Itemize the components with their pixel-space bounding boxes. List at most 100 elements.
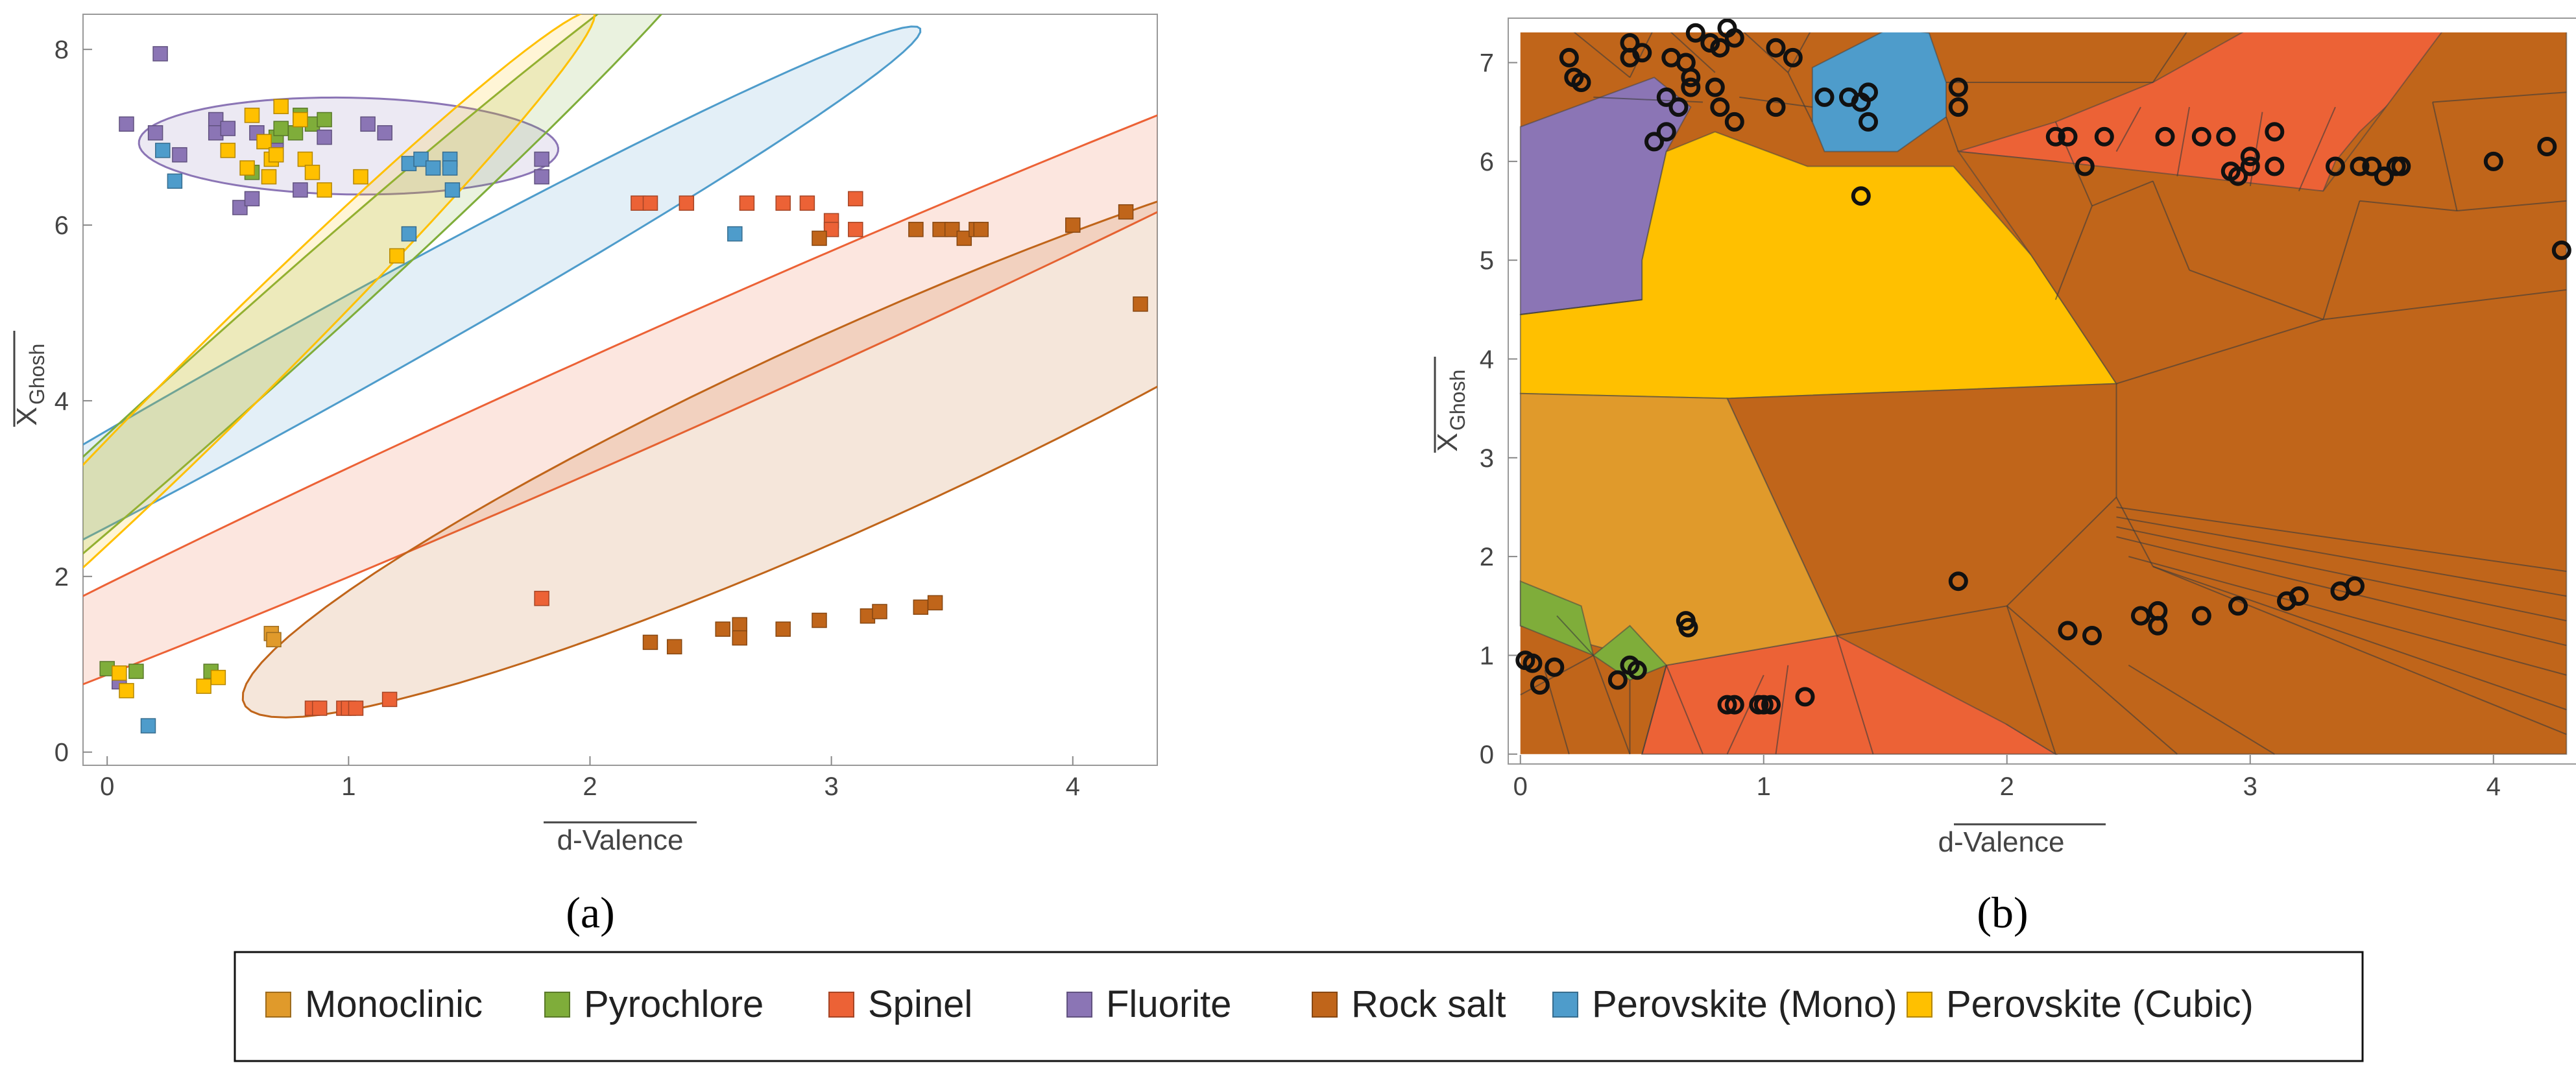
legend-swatch-pyrochlore [544, 992, 570, 1018]
point-monoclinic [266, 632, 282, 648]
point-rocksalt [913, 599, 929, 615]
voronoi-edge [1520, 299, 1643, 315]
b-x-tick-label: 3 [2243, 772, 2257, 801]
point-pcubic [112, 665, 127, 681]
point-rocksalt [927, 595, 943, 611]
point-rocksalt [812, 612, 827, 628]
legend-label-spinel: Spinel [868, 983, 972, 1025]
point-spinel [848, 191, 863, 207]
voronoi-edge [1945, 116, 1959, 152]
legend-item-pcubic: Perovskite (Cubic) [1907, 983, 2254, 1025]
point-pcubic [273, 99, 289, 114]
point-rocksalt [973, 222, 989, 237]
point-pyrochlore [317, 112, 332, 128]
data-point-circle [2265, 156, 2285, 176]
data-point-circle [1627, 660, 1647, 680]
a-y-tick-label: 6 [54, 211, 69, 240]
data-point-circle [1795, 687, 1815, 707]
point-pcubic [293, 112, 308, 128]
point-pcubic [268, 147, 284, 163]
voronoi-edge [2006, 605, 2178, 755]
legend-item-pyrochlore: Pyrochlore [544, 983, 764, 1025]
panel-b-label: (b) [1977, 888, 2028, 937]
point-pcubic [353, 169, 368, 185]
data-point-circle [1676, 53, 1696, 73]
data-point-circle [1783, 47, 1803, 67]
voronoi-edge [2176, 106, 2190, 176]
data-point-circle [1717, 695, 1737, 715]
data-point-circle [2345, 576, 2365, 596]
point-rocksalt [666, 639, 682, 654]
point-fluorite [317, 129, 332, 145]
data-point-circle [2045, 126, 2065, 147]
point-pcubic [196, 678, 211, 694]
point-rocksalt [812, 230, 827, 246]
voronoi-edge [1665, 665, 1703, 755]
point-fluorite [534, 151, 549, 167]
b-y-tick-label: 1 [1480, 641, 1494, 670]
legend-label-rocksalt: Rock salt [1351, 983, 1506, 1025]
data-point-circle [2289, 586, 2309, 606]
panel-b-region-map [1519, 32, 2568, 755]
point-pcubic [256, 134, 272, 150]
legend-swatch-fluorite [1066, 992, 1092, 1018]
data-point-circle [1705, 77, 1725, 97]
ellipse-spinel [83, 114, 1157, 686]
b-y-tick-label: 0 [1480, 741, 1494, 769]
point-spinel [848, 222, 863, 237]
voronoi-edge [2152, 566, 2567, 735]
data-point-circle [2374, 166, 2394, 186]
point-pmono [425, 160, 441, 176]
data-point-circle [1761, 695, 1781, 715]
voronoi-edge [1573, 32, 1631, 78]
point-pyrochlore [287, 125, 304, 141]
voronoi-edge [2116, 507, 2567, 572]
a-x-tick-label: 2 [583, 772, 597, 801]
legend-items: Monoclinic Pyrochlore Spinel Fluorite Rock s… [265, 983, 2254, 1025]
point-pcubic [244, 108, 260, 123]
panel-a-label: (a) [566, 888, 614, 937]
b-y-tick-label: 4 [1480, 345, 1494, 374]
voronoi-edge [2323, 289, 2567, 320]
voronoi-edge [2116, 318, 2324, 385]
point-pcubic [210, 669, 226, 686]
point-pcubic [239, 160, 255, 176]
point-pmono [413, 151, 429, 167]
panel-b-plot-frame [1508, 18, 2576, 765]
point-fluorite [147, 125, 163, 141]
point-spinel [799, 195, 815, 211]
legend-box [234, 951, 2364, 1062]
point-rocksalt [956, 230, 972, 246]
point-pcubic [304, 165, 320, 180]
a-y-tick-label: 4 [54, 387, 69, 416]
b-x-tick-label: 0 [1513, 772, 1528, 801]
voronoi-edge [1726, 674, 1764, 755]
voronoi-edge [2116, 516, 2567, 597]
data-point-circle [1656, 87, 1676, 107]
b-y-tick-label: 5 [1480, 246, 1494, 275]
point-pmono [140, 718, 156, 734]
data-point-circle [2551, 240, 2571, 260]
legend-item-pmono: Perovskite (Mono) [1552, 983, 1897, 1025]
b-y-tick-label: 3 [1480, 444, 1494, 473]
panel-a-points [99, 46, 1148, 734]
data-point-circle [2240, 156, 2260, 176]
data-point-circle [2391, 156, 2411, 176]
legend-swatch-pcubic [1907, 992, 1932, 1018]
voronoi-edge [1836, 605, 2007, 636]
voronoi-edge [1743, 32, 1788, 73]
svg-text:Ghosh: Ghosh [25, 344, 49, 405]
data-point-circle [1559, 47, 1579, 67]
point-fluorite [119, 116, 134, 132]
b-x-tick-label: 4 [2486, 772, 2501, 801]
a-x-tick-label: 3 [824, 772, 838, 801]
point-rocksalt [944, 222, 960, 237]
point-rocksalt [1118, 204, 1134, 220]
data-point-circle [1668, 97, 1689, 117]
data-point-circle [1685, 23, 1705, 43]
data-point-circle [2483, 151, 2503, 171]
point-fluorite [534, 169, 549, 185]
data-point-circle [1710, 97, 1730, 117]
point-rocksalt [732, 630, 747, 646]
voronoi-edge [2006, 605, 2056, 755]
